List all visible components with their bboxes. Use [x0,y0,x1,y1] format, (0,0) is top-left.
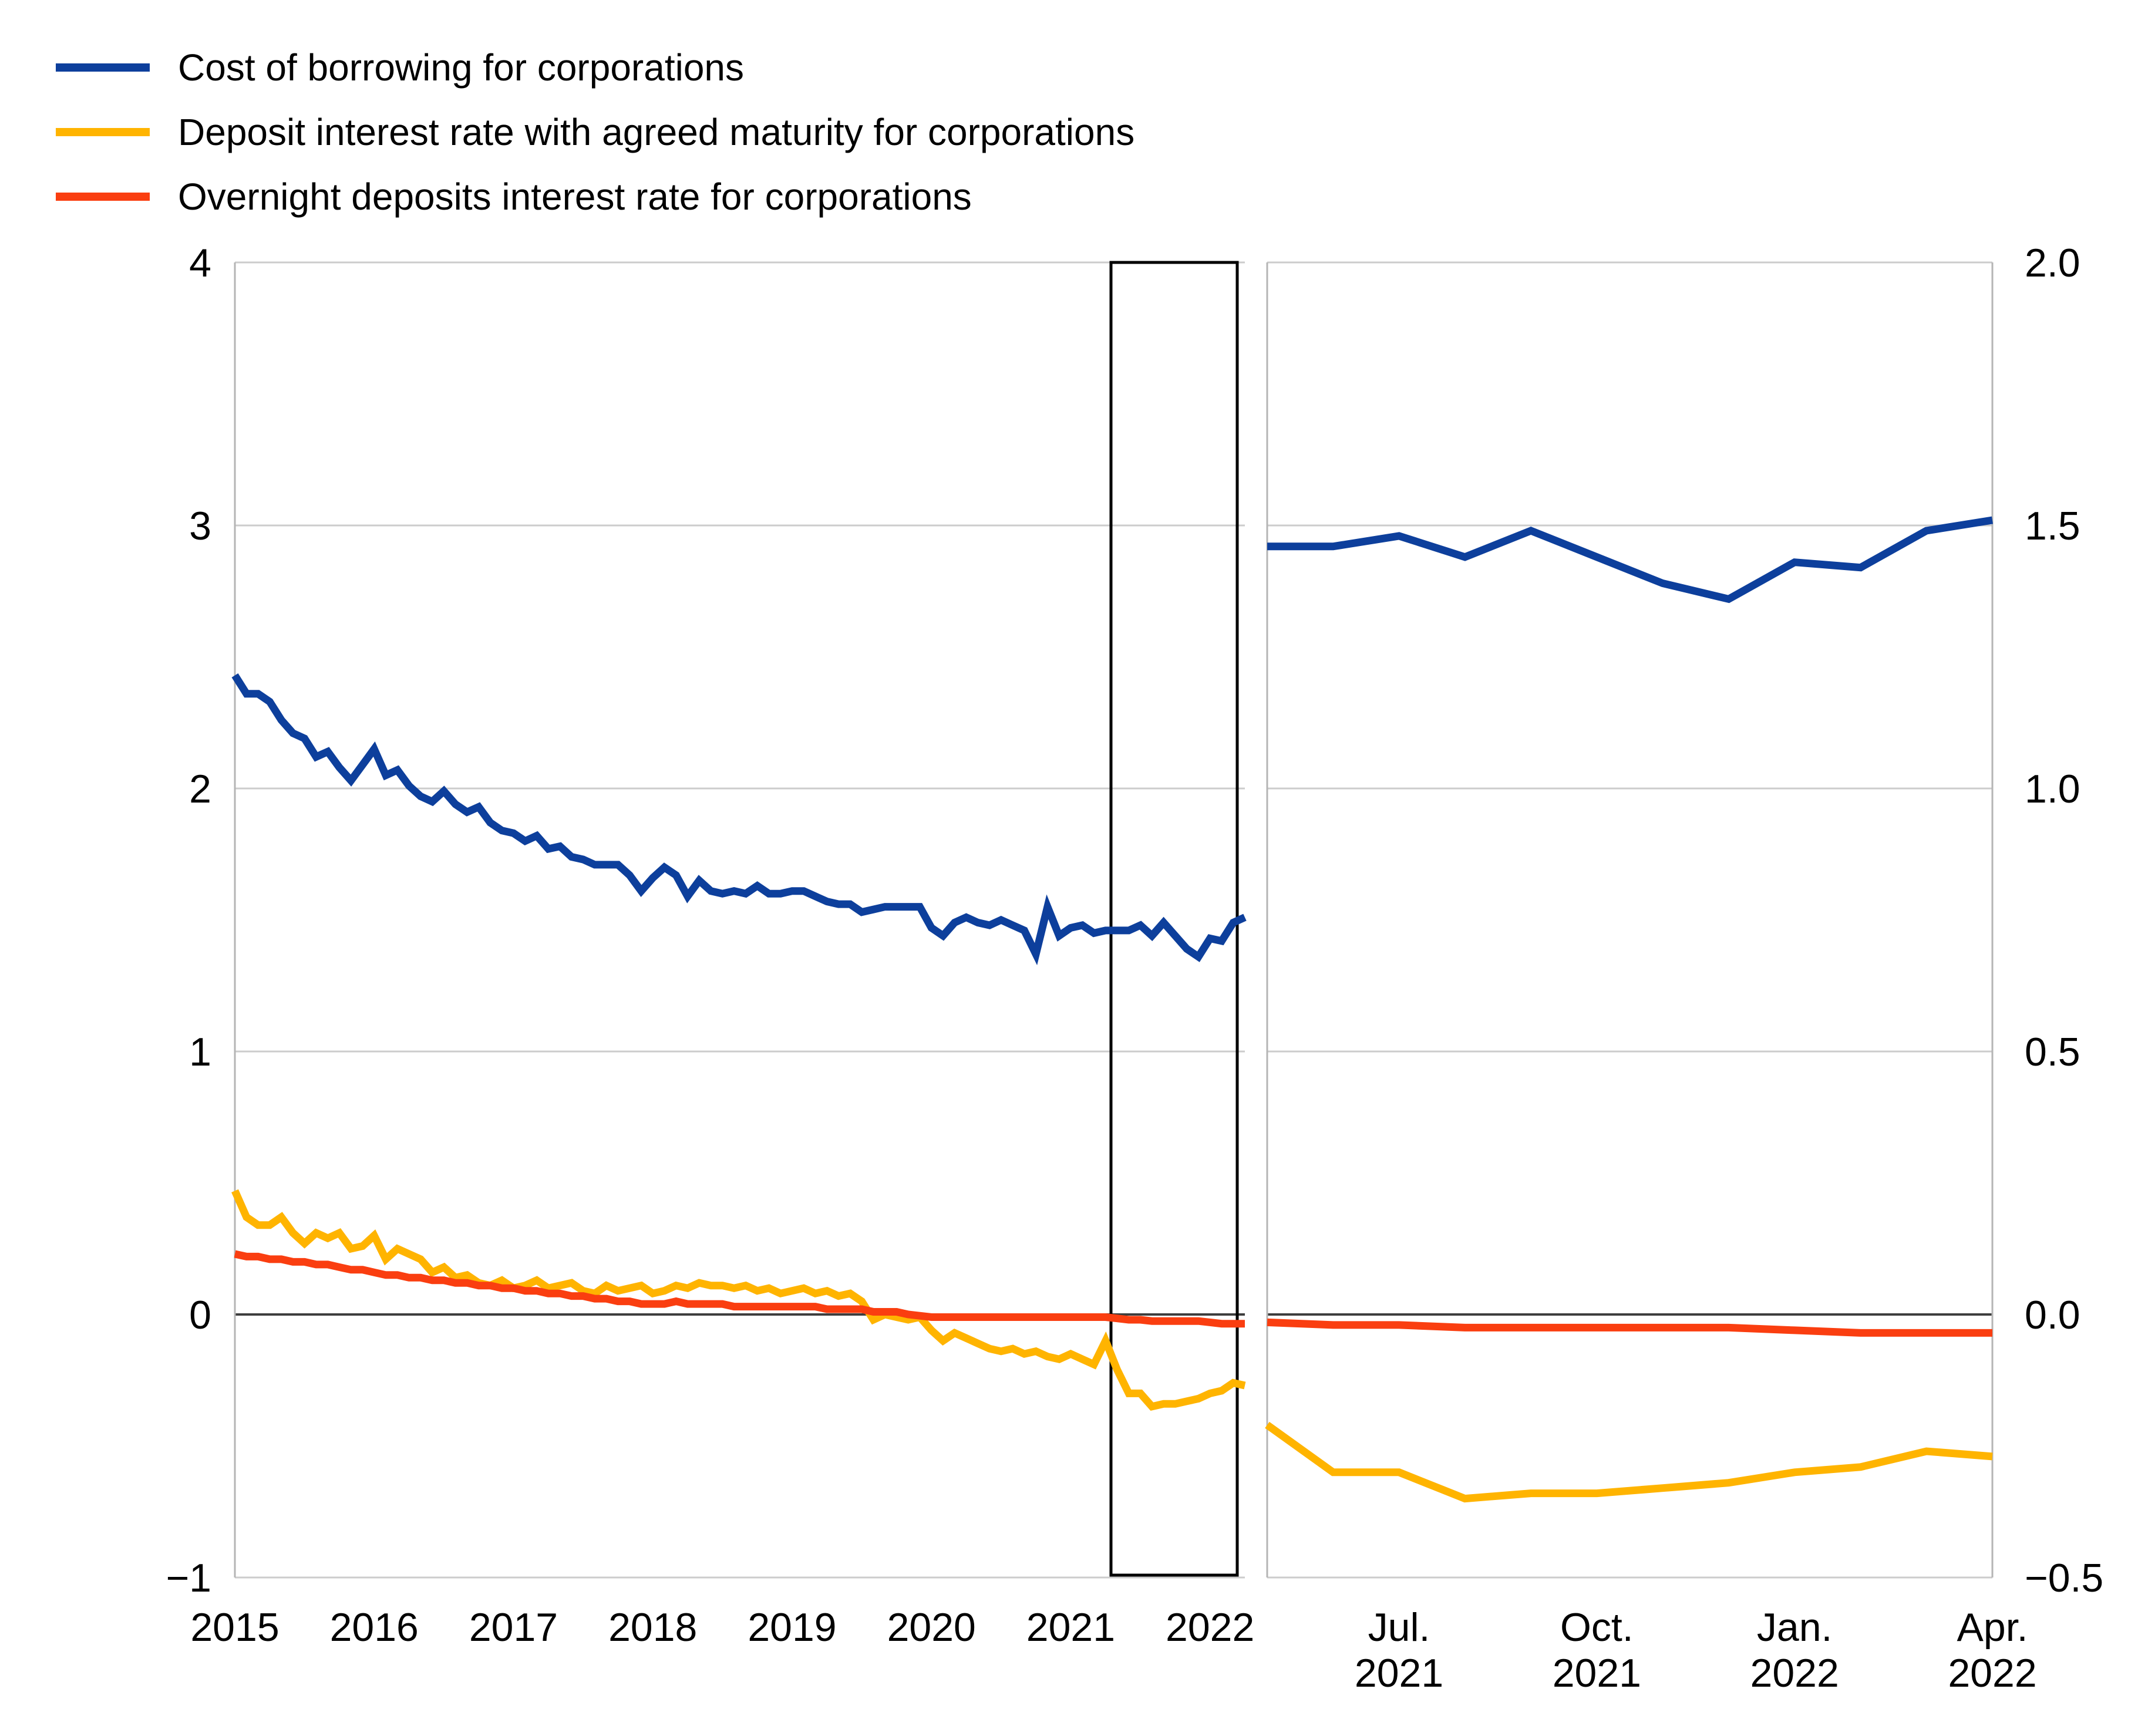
y-axis-tick-label: −0.5 [2025,1556,2103,1600]
highlight-box [1109,261,1239,1577]
x-axis-tick-label: 2016 [330,1605,419,1650]
x-axis-tick-label: 2021 [1355,1651,1443,1695]
series-line-overnight-deposits [234,1250,1245,1328]
legend-label: Deposit interest rate with agreed maturi… [178,111,1135,153]
y-axis-tick-label: 2 [189,767,211,811]
x-axis-tick-label: Apr. [1957,1605,2028,1650]
y-axis-tick-label: 0 [189,1293,211,1337]
x-axis-tick-label: 2022 [1750,1651,1839,1695]
x-axis-tick-label: 2022 [1166,1605,1254,1650]
legend-item-overnight-deposits: Overnight deposits interest rate for cor… [56,164,1134,229]
legend-line-swatch-red [56,193,150,201]
x-axis-tick-label: 2018 [608,1605,697,1650]
y-axis-tick-label: −1 [166,1556,211,1600]
x-axis-tick-label: Oct. [1560,1605,1634,1650]
y-axis-tick-label: 2.0 [2025,241,2080,285]
y-axis-tick-label: 3 [189,504,211,548]
x-axis-tick-label: 2019 [748,1605,836,1650]
x-axis-tick-label: 2021 [1026,1605,1115,1650]
series-line-cost-of-borrowing [231,673,1247,966]
right-panel-zoom-recent: 2.01.51.00.50.0−0.5Jul.2021Oct.2021Jan.2… [1265,241,2103,1695]
legend-line-swatch-blue [56,63,150,72]
y-axis-tick-label: 0.5 [2025,1030,2080,1074]
legend-label: Overnight deposits interest rate for cor… [178,176,972,218]
left-panel-full-period: 4 3 2 1 0 −1 2015 2016 2017 2018 2019 2020 2021 2022 [166,241,1254,1650]
legend-label: Cost of borrowing for corporations [178,46,744,89]
x-axis-tick-label: 2021 [1553,1651,1641,1695]
series-line-deposit-agreed-maturity [1265,1421,1993,1503]
x-axis-tick-label: 2020 [887,1605,976,1650]
x-axis-tick-label: 2022 [1948,1651,2036,1695]
y-axis-tick-label: 4 [189,241,211,285]
y-axis-tick-label: 1 [189,1030,211,1074]
x-axis-tick-label: 2017 [469,1605,558,1650]
legend: Cost of borrowing for corporations Depos… [56,35,1134,229]
series-line-cost-of-borrowing [1267,516,1994,604]
legend-item-deposit-agreed-maturity: Deposit interest rate with agreed maturi… [56,100,1134,164]
legend-line-swatch-yellow [56,128,150,136]
y-axis-tick-label: 1.5 [2025,504,2080,548]
x-axis-tick-label: Jul. [1368,1605,1430,1650]
series-line-overnight-deposits [1267,1318,1992,1337]
y-axis-tick-label: 0.0 [2025,1293,2080,1337]
y-axis-tick-label: 1.0 [2025,767,2080,811]
legend-item-cost-of-borrowing: Cost of borrowing for corporations [56,35,1134,100]
x-axis-tick-label: 2015 [190,1605,279,1650]
series-line-deposit-agreed-maturity [231,1189,1246,1411]
x-axis-tick-label: Jan. [1757,1605,1833,1650]
